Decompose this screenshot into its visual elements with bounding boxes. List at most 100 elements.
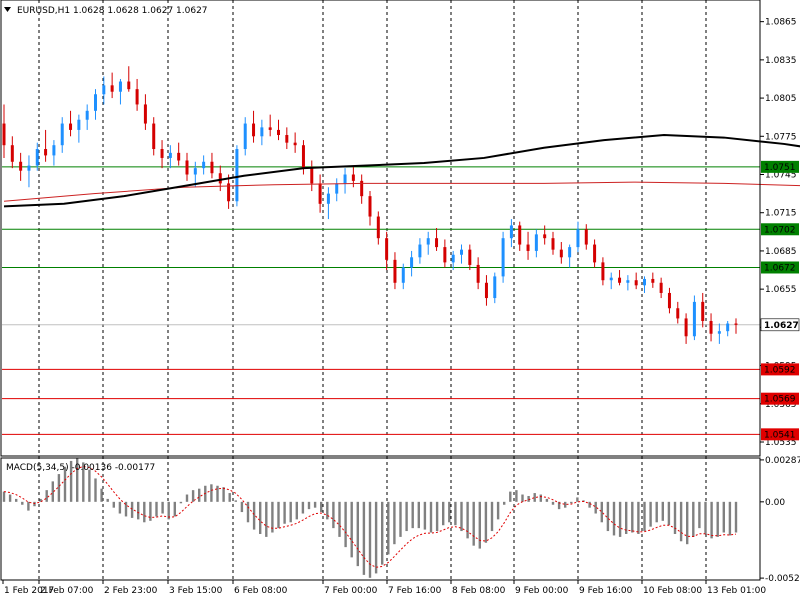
- current-price-label: 1.0627: [764, 321, 799, 331]
- macd-histogram-bar: [173, 501, 176, 517]
- candle-body: [667, 292, 671, 309]
- x-tick-label: 9 Feb 16:00: [579, 586, 633, 596]
- macd-histogram-bar: [94, 478, 97, 502]
- candle-body: [584, 229, 588, 245]
- chart-title: EURUSD,H1 1.0628 1.0628 1.0627 1.0627: [17, 6, 208, 16]
- macd-histogram-bar: [612, 501, 616, 536]
- y-tick-label: 1.0805: [765, 94, 797, 104]
- y-tick-label: 1.0685: [765, 247, 797, 257]
- candle-body: [709, 320, 713, 334]
- level-price-label: 1.0592: [764, 365, 796, 375]
- level-price-label: 1.0541: [764, 430, 796, 440]
- macd-histogram-bar: [381, 501, 384, 565]
- candle-body: [335, 183, 339, 194]
- candle-body: [235, 149, 239, 202]
- macd-histogram-bar: [259, 501, 262, 534]
- macd-histogram-bar: [429, 501, 433, 533]
- candle-body: [360, 180, 364, 197]
- candle-body: [160, 149, 164, 158]
- candle-body: [393, 259, 397, 283]
- macd-histogram-bar: [679, 501, 683, 542]
- macd-histogram-bar: [576, 497, 579, 502]
- candle-body: [476, 264, 480, 283]
- macd-histogram-bar: [252, 501, 256, 530]
- level-price-label: 1.0672: [764, 263, 796, 273]
- macd-histogram-bar: [716, 501, 719, 537]
- candle-body: [634, 280, 638, 286]
- x-tick-label: 6 Feb 08:00: [234, 586, 288, 596]
- macd-histogram-bar: [283, 501, 286, 524]
- candle-body: [193, 168, 197, 175]
- macd-histogram-bar: [15, 498, 18, 502]
- macd-histogram-bar: [8, 494, 12, 502]
- candle-body: [643, 278, 646, 286]
- candle-body: [94, 94, 97, 111]
- candle-body: [260, 127, 264, 137]
- macd-histogram-bar: [503, 501, 506, 505]
- candle-body: [385, 238, 389, 260]
- macd-histogram-bar: [692, 501, 695, 537]
- candle-body: [734, 323, 738, 325]
- candle-body: [509, 225, 513, 239]
- macd-histogram-bar: [88, 469, 91, 502]
- macd-histogram-bar: [301, 501, 305, 514]
- candle-body: [717, 331, 721, 334]
- macd-histogram-bar: [490, 501, 494, 532]
- candle-body: [102, 85, 106, 95]
- candle-body: [651, 278, 655, 283]
- candle-body: [435, 238, 439, 248]
- macd-histogram-bar: [179, 501, 183, 504]
- y-tick-label: 1.0775: [765, 132, 797, 142]
- x-tick-label: 2 Feb 23:00: [104, 586, 158, 596]
- macd-histogram-bar: [533, 493, 536, 502]
- candle-body: [551, 238, 555, 250]
- candle-body: [210, 161, 214, 174]
- macd-histogram-bar: [588, 501, 591, 508]
- candle-body: [77, 119, 81, 130]
- y-tick-label: 1.0565: [765, 400, 797, 410]
- macd-histogram-bar: [106, 498, 109, 502]
- macd-signal-line: [3, 465, 737, 568]
- macd-histogram-bar: [417, 501, 420, 529]
- macd-histogram-bar: [143, 501, 146, 523]
- macd-histogram-bar: [448, 501, 451, 523]
- candle-body: [351, 174, 355, 181]
- macd-histogram-bar: [167, 501, 170, 520]
- candle-body: [301, 145, 305, 169]
- macd-histogram-bar: [496, 501, 500, 520]
- macd-histogram-bar: [625, 501, 628, 534]
- macd-histogram-bar: [734, 501, 738, 533]
- candle-body: [534, 234, 538, 251]
- x-tick-label: 7 Feb 16:00: [388, 586, 442, 596]
- macd-histogram-bar: [326, 501, 329, 520]
- macd-histogram-bar: [655, 501, 658, 523]
- candle-body: [443, 247, 447, 263]
- candle-body: [659, 282, 663, 293]
- candle-body: [44, 149, 48, 156]
- dropdown-triangle-icon[interactable]: [4, 7, 11, 12]
- macd-y-tick-label: -0.00522: [765, 574, 800, 584]
- candle-body: [618, 277, 622, 283]
- candle-body: [493, 276, 497, 299]
- candle-body: [726, 323, 730, 332]
- macd-histogram-bar: [33, 501, 36, 507]
- candle-body: [227, 183, 231, 202]
- level-price-label: 1.0569: [764, 395, 796, 405]
- macd-histogram-bar: [222, 487, 225, 502]
- candle-body: [609, 277, 613, 281]
- level-price-tag: [761, 428, 799, 441]
- candle-body: [218, 173, 222, 184]
- macd-histogram-bar: [313, 501, 317, 508]
- macd-histogram-bar: [21, 501, 24, 505]
- macd-histogram-bar: [643, 501, 646, 532]
- macd-label: MACD(5,34,5) -0.00136 -0.00177: [6, 463, 155, 473]
- candle-body: [243, 123, 247, 150]
- current-price-tag: [760, 318, 800, 332]
- level-price-tag: [761, 223, 799, 236]
- candle-body: [501, 238, 505, 277]
- candle-body: [2, 123, 6, 146]
- macd-histogram-bar: [600, 501, 603, 523]
- candle-body: [692, 301, 696, 337]
